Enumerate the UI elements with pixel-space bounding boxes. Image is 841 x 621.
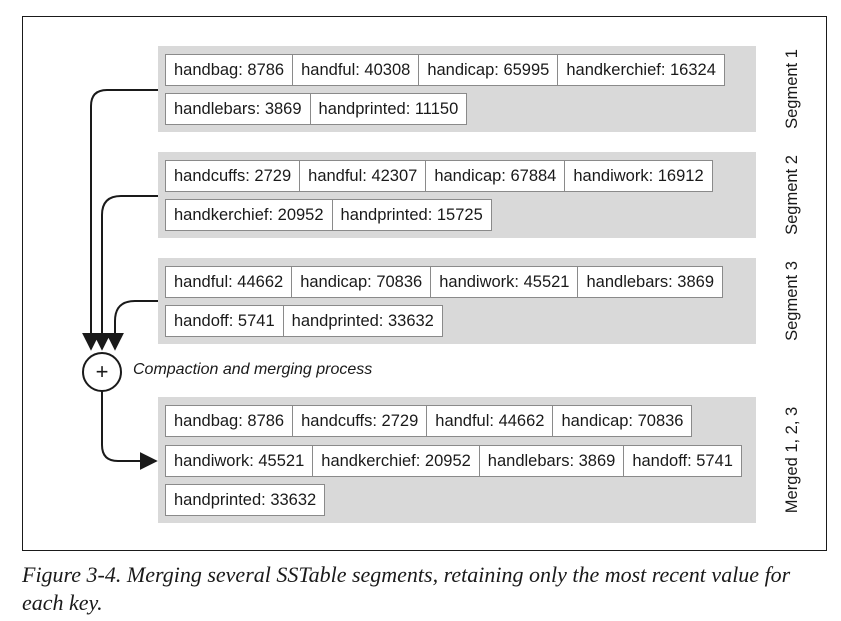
key-value-cell: handicap: 67884 (426, 160, 566, 192)
merge-process-label: Compaction and merging process (133, 361, 373, 378)
key-value-cell: handiwork: 45521 (431, 266, 579, 298)
key-value-cell: handlebars: 3869 (578, 266, 724, 298)
key-value-cell: handiwork: 16912 (565, 160, 713, 192)
merged-row-3: handprinted: 33632 (165, 484, 326, 516)
merge-node-symbol: + (96, 359, 109, 384)
merge-node-circle (82, 352, 122, 392)
key-value-cell: handful: 40308 (293, 54, 420, 86)
figure-caption: Figure 3-4. Merging several SSTable segm… (22, 562, 791, 615)
segment-2-row-1: handcuffs: 2729 handful: 42307 handicap:… (165, 160, 713, 192)
key-value-cell: handful: 44662 (165, 266, 293, 298)
segment-1-row-1: handbag: 8786 handful: 40308 handicap: 6… (165, 54, 725, 86)
key-value-cell: handful: 44662 (427, 405, 554, 437)
key-value-cell: handicap: 70836 (292, 266, 432, 298)
merged-row-2: handiwork: 45521 handkerchief: 20952 han… (165, 445, 742, 477)
key-value-cell: handicap: 70836 (553, 405, 693, 437)
segment-2-arrow (93, 195, 158, 351)
segment-1-row-2: handlebars: 3869 handprinted: 11150 (165, 93, 468, 125)
key-value-cell: handcuffs: 2729 (293, 405, 428, 437)
merged-output-arrow (101, 391, 158, 470)
key-value-cell: handprinted: 33632 (283, 305, 443, 337)
key-value-cell: handbag: 8786 (165, 405, 294, 437)
key-value-cell: handicap: 65995 (419, 54, 559, 86)
key-value-cell: handbag: 8786 (165, 54, 294, 86)
key-value-cell: handful: 42307 (300, 160, 427, 192)
key-value-cell: handiwork: 45521 (165, 445, 314, 477)
merged-row-1: handbag: 8786 handcuffs: 2729 handful: 4… (165, 405, 693, 437)
key-value-cell: handkerchief: 16324 (558, 54, 725, 86)
segment-3-row-1: handful: 44662 handicap: 70836 handiwork… (165, 266, 724, 298)
key-value-cell: handoff: 5741 (624, 445, 742, 477)
key-value-cell: handoff: 5741 (165, 305, 284, 337)
key-value-cell: handprinted: 33632 (165, 484, 326, 516)
segment-3-arrow (106, 300, 158, 351)
key-value-cell: handlebars: 3869 (479, 445, 625, 477)
key-value-cell: handprinted: 15725 (332, 199, 492, 231)
segment-3-row-2: handoff: 5741 handprinted: 33632 (165, 305, 443, 337)
key-value-cell: handprinted: 11150 (310, 93, 468, 125)
key-value-cell: handcuffs: 2729 (165, 160, 301, 192)
key-value-cell: handkerchief: 20952 (165, 199, 333, 231)
segment-2-row-2: handkerchief: 20952 handprinted: 15725 (165, 199, 492, 231)
segment-1-arrow (82, 89, 158, 351)
key-value-cell: handlebars: 3869 (165, 93, 311, 125)
key-value-cell: handkerchief: 20952 (313, 445, 480, 477)
